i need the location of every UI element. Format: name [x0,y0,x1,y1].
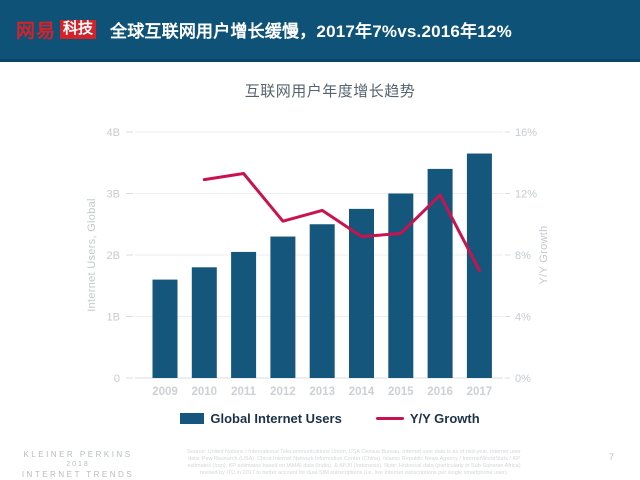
x-axis-label-2010: 2010 [192,386,218,398]
chart-area: 0 0% 1B 4% 2B 8% 3B 12% 4B 16% 2009 2010 2011 2012 201… [0,62,640,420]
legend-bar-label: Global Internet Users [210,411,342,426]
bar-2011 [231,251,257,378]
netease-tech-logo: 网易 科技 [16,16,97,43]
left-axis-tick-label: 1B [107,312,120,324]
source-note-line: data: Pew Research (USA), China Internet… [188,456,520,462]
legend-item-line: Y/Y Growth [375,411,480,426]
source-note: Source: United Nations / International T… [158,449,550,477]
netease-logo-text: 网易 [16,21,57,42]
x-axis-label-2009: 2009 [152,386,178,398]
x-axis-label-2016: 2016 [427,386,453,398]
bar-2015 [388,193,414,378]
header-bar: 网易 科技 全球互联网用户增长缓慢，2017年7%vs.2016年12% [0,0,640,62]
right-axis-tick-label: 4% [515,312,531,324]
brand-line-2: 2018 [66,461,90,468]
left-axis-tick-label: 4B [107,127,120,139]
source-note-line: estimates (Iran), KP estimates based on … [187,463,521,469]
x-axis-label-2015: 2015 [388,386,414,398]
x-axis-label-2017: 2017 [467,386,493,398]
x-axis-label-2014: 2014 [349,386,375,398]
right-axis-tick-label: 0% [515,373,531,385]
slide-title: 全球互联网用户增长缓慢，2017年7%vs.2016年12% [110,22,512,41]
chart-legend: Global Internet Users Y/Y Growth [0,411,640,426]
bar-2012 [270,236,296,378]
bar-2014 [349,208,374,378]
left-axis-tick-label: 3B [107,189,120,201]
line-series-swatch-icon [375,416,404,421]
tech-logo-badge: 科技 [60,19,97,40]
right-axis-title: Y/Y Growth [538,225,550,285]
source-note-line: revised by ITU in 2017 to better account… [199,470,509,476]
legend-item-bars: Global Internet Users [180,411,342,426]
bar-line-chart: 0 0% 1B 4% 2B 8% 3B 12% 4B 16% 2009 2010 2011 2012 201… [107,127,538,398]
right-axis-tick-label: 12% [515,189,537,201]
x-axis-label-2013: 2013 [309,386,335,398]
source-note-line: Source: United Nations / International T… [187,449,521,455]
x-axis-label-2012: 2012 [270,386,296,398]
bar-2016 [427,168,453,378]
page-number: 7 [608,452,614,462]
bar-2009 [152,279,178,378]
right-axis-tick-label: 8% [515,250,531,262]
bar-2013 [309,224,335,378]
bar-series-swatch-icon [180,413,205,424]
growth-line [202,172,481,272]
kleiner-perkins-brand: KLEINER PERKINS 2018 INTERNET TRENDS [8,450,148,479]
left-axis-title: Internet Users, Global [86,198,98,312]
bar-2017 [466,153,492,378]
brand-line-1: KLEINER PERKINS [23,450,133,459]
chart-title: 互联网用户年度增长趋势 [244,83,416,100]
bar-2010 [191,267,217,378]
brand-line-3: INTERNET TRENDS [21,470,135,479]
left-axis-tick-label: 0 [114,373,120,385]
x-axis-label-2011: 2011 [231,386,257,398]
right-axis-tick-label: 16% [515,127,537,139]
left-axis-tick-label: 2B [107,250,120,262]
legend-line-label: Y/Y Growth [409,411,480,426]
